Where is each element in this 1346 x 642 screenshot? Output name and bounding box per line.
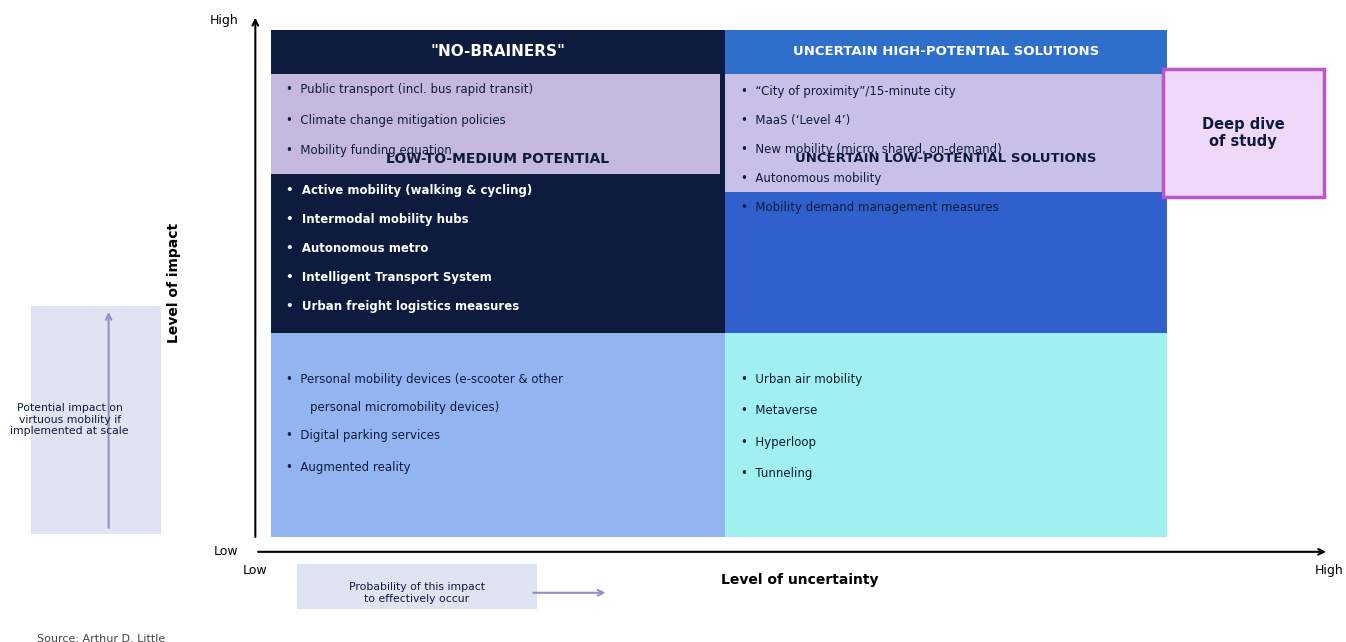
FancyBboxPatch shape: [297, 564, 537, 621]
Text: Low: Low: [214, 545, 238, 559]
FancyBboxPatch shape: [271, 30, 725, 333]
FancyBboxPatch shape: [725, 30, 1167, 74]
Text: •  New mobility (micro, shared, on-demand): • New mobility (micro, shared, on-demand…: [740, 143, 1001, 156]
Text: •  Autonomous mobility: • Autonomous mobility: [740, 172, 882, 185]
Text: •  Metaverse: • Metaverse: [740, 404, 817, 417]
Text: Deep dive
of study: Deep dive of study: [1202, 117, 1284, 149]
Text: •  Climate change mitigation policies: • Climate change mitigation policies: [287, 114, 506, 127]
FancyBboxPatch shape: [271, 74, 720, 174]
Text: •  “City of proximity”/15-minute city: • “City of proximity”/15-minute city: [740, 85, 956, 98]
Text: UNCERTAIN LOW-POTENTIAL SOLUTIONS: UNCERTAIN LOW-POTENTIAL SOLUTIONS: [795, 152, 1097, 165]
Text: High: High: [210, 15, 238, 28]
Text: •  Personal mobility devices (e-scooter & other: • Personal mobility devices (e-scooter &…: [287, 373, 564, 386]
Text: •  Mobility demand management measures: • Mobility demand management measures: [740, 201, 999, 214]
Text: •  Urban freight logistics measures: • Urban freight logistics measures: [287, 300, 520, 313]
Text: •  Public transport (incl. bus rapid transit): • Public transport (incl. bus rapid tran…: [287, 83, 533, 96]
Text: High: High: [1315, 564, 1343, 577]
Text: LOW-TO-MEDIUM POTENTIAL: LOW-TO-MEDIUM POTENTIAL: [386, 152, 610, 166]
Text: •  Augmented reality: • Augmented reality: [287, 461, 411, 474]
Text: •  Digital parking services: • Digital parking services: [287, 429, 440, 442]
FancyBboxPatch shape: [271, 333, 725, 537]
Text: •  Intelligent Transport System: • Intelligent Transport System: [287, 271, 493, 284]
Text: •  Mobility funding equation: • Mobility funding equation: [287, 144, 452, 157]
FancyBboxPatch shape: [725, 192, 1167, 333]
Text: "NO-BRAINERS": "NO-BRAINERS": [431, 44, 565, 60]
Text: •  Intermodal mobility hubs: • Intermodal mobility hubs: [287, 213, 470, 226]
Text: •  MaaS (‘Level 4’): • MaaS (‘Level 4’): [740, 114, 851, 127]
FancyBboxPatch shape: [725, 74, 1167, 192]
Text: personal micromobility devices): personal micromobility devices): [310, 401, 499, 413]
FancyBboxPatch shape: [1163, 69, 1323, 197]
FancyBboxPatch shape: [725, 333, 1167, 537]
Text: Potential impact on
virtuous mobility if
implemented at scale: Potential impact on virtuous mobility if…: [11, 403, 129, 437]
Text: Source: Arthur D. Little: Source: Arthur D. Little: [38, 634, 166, 642]
Text: •  Hyperloop: • Hyperloop: [740, 436, 816, 449]
Text: Level of uncertainty: Level of uncertainty: [721, 573, 879, 587]
Text: Level of impact: Level of impact: [167, 223, 180, 343]
Text: Probability of this impact
to effectively occur: Probability of this impact to effectivel…: [349, 582, 485, 603]
Text: •  Active mobility (walking & cycling): • Active mobility (walking & cycling): [287, 184, 533, 196]
Text: •  Autonomous metro: • Autonomous metro: [287, 242, 429, 255]
Text: •  Urban air mobility: • Urban air mobility: [740, 373, 861, 386]
FancyBboxPatch shape: [5, 306, 160, 534]
Text: •  Tunneling: • Tunneling: [740, 467, 812, 480]
Text: UNCERTAIN HIGH-POTENTIAL SOLUTIONS: UNCERTAIN HIGH-POTENTIAL SOLUTIONS: [793, 46, 1100, 58]
Text: Low: Low: [244, 564, 268, 577]
